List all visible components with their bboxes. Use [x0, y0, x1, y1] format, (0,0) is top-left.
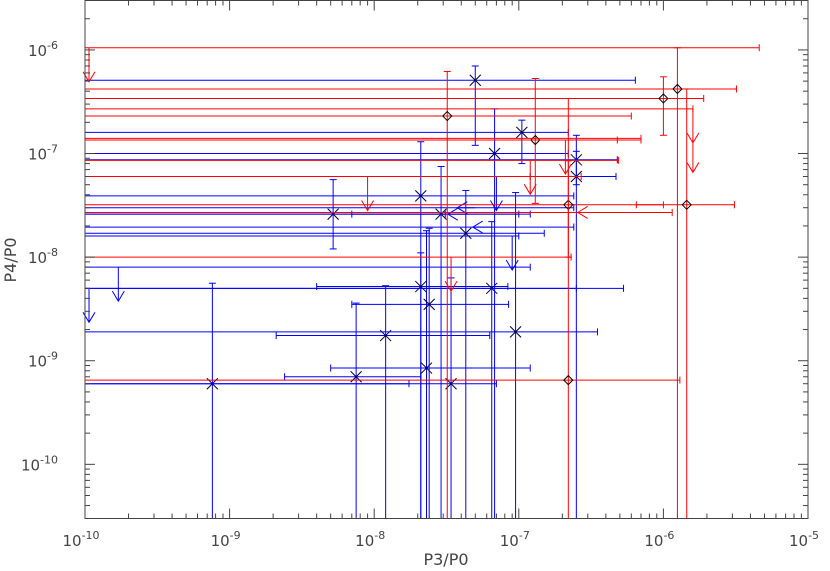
data-point	[85, 119, 569, 165]
axes: 10-10 10-9 10-8 10-7 10-6 10-5 10-10 10-9 10-8 10…	[21, 0, 819, 550]
x-tick-label: 10-6	[644, 529, 674, 550]
diamond-marker	[563, 374, 574, 386]
x-marker-stroke	[414, 280, 427, 293]
data-point	[85, 70, 632, 519]
x-marker-stroke	[488, 147, 501, 160]
upper-limit	[85, 253, 572, 293]
data-point	[316, 252, 509, 519]
upper-limit	[85, 134, 700, 174]
x-marker-stroke	[509, 325, 522, 338]
x-marker-stroke	[423, 298, 436, 311]
x-tick-label: 10-5	[789, 529, 819, 550]
y-tick-label: 10-10	[21, 453, 58, 474]
upper-limit	[85, 232, 520, 271]
limit-arrow-head	[444, 280, 458, 293]
limit-arrow-head	[456, 201, 468, 215]
diamond-marker	[681, 199, 692, 211]
data-point	[85, 189, 545, 519]
data-point	[85, 76, 705, 136]
diamond-marker	[658, 93, 669, 104]
x-axis-label: P3/P0	[423, 550, 468, 569]
data-point	[275, 285, 491, 519]
upper-limit	[85, 220, 575, 234]
upper-limit	[82, 284, 625, 324]
diamond-marker	[672, 83, 683, 95]
diamond-marker	[442, 110, 453, 122]
y-tick-label: 10-6	[28, 39, 58, 60]
x-marker-stroke	[459, 227, 472, 240]
upper-limit	[85, 206, 673, 219]
limit-arrow-head	[576, 206, 588, 219]
data-point	[635, 88, 735, 519]
limit-arrow-head	[446, 207, 459, 221]
y-tick-label: 10-8	[28, 246, 58, 267]
x-marker-stroke	[469, 74, 482, 87]
upper-limit	[85, 156, 620, 196]
upper-limit	[85, 136, 642, 175]
y-tick-label: 10-9	[28, 350, 58, 371]
plot-area	[82, 44, 760, 519]
x-marker-stroke	[414, 190, 427, 202]
y-axis-label: P4/P0	[1, 237, 20, 282]
x-tick-label: 10-8	[355, 529, 385, 550]
y-tick-label: 10-7	[28, 143, 58, 164]
x-tick-label: 10-10	[62, 529, 99, 550]
x-tick-label: 10-7	[500, 529, 530, 550]
limit-arrow-head	[489, 200, 503, 212]
data-point	[351, 227, 510, 519]
plot-frame	[84, 0, 809, 519]
series-2	[82, 44, 760, 519]
data-point	[85, 192, 598, 519]
upper-limit	[85, 173, 582, 212]
limit-arrow-head	[686, 162, 700, 174]
limit-arrow-head	[558, 163, 572, 175]
upper-limit	[85, 201, 575, 215]
x-tick-label: 10-9	[211, 529, 241, 550]
upper-limit	[85, 207, 520, 221]
limit-arrow-head	[111, 290, 125, 303]
upper-limit	[85, 263, 531, 303]
limit-arrow-head	[523, 184, 537, 196]
x-marker-stroke	[516, 126, 528, 139]
limit-arrow-head	[471, 220, 484, 234]
limit-arrow-head	[361, 200, 375, 212]
x-marker-stroke	[420, 362, 433, 374]
limit-arrow-head	[505, 259, 519, 271]
